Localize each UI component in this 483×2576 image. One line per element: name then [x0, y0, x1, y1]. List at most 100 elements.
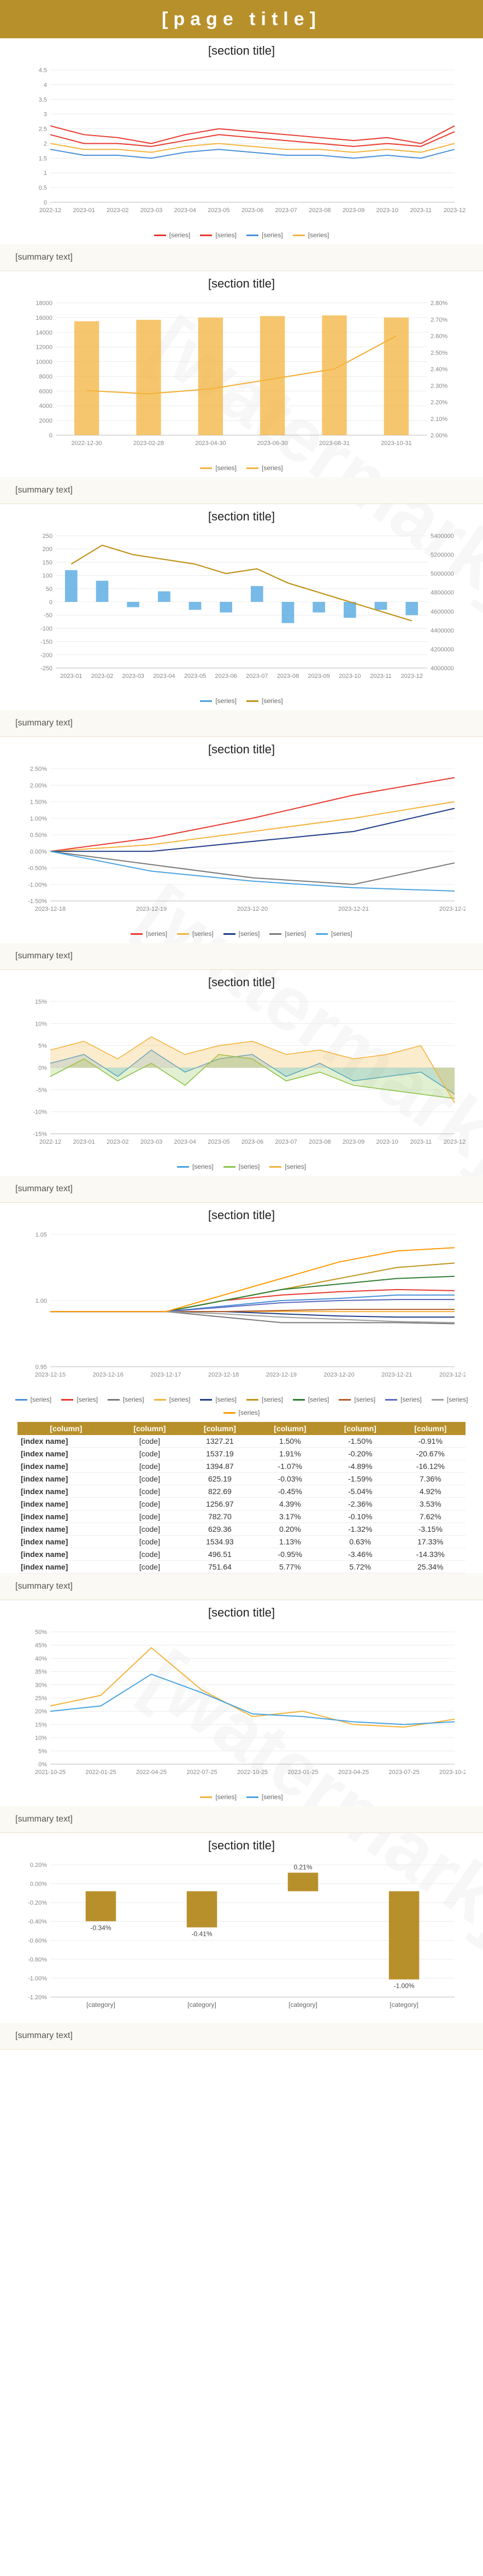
- legend-label: [series]: [285, 1163, 307, 1170]
- legend-item: [series]: [200, 231, 237, 239]
- x-tick-label: 2023-12-20: [237, 906, 268, 912]
- table-header-cell: [column]: [17, 1422, 115, 1435]
- table-row: [index name] [code] 782.70 3.17% -0.10% 7.62%: [17, 1510, 466, 1523]
- legend-item: [series]: [200, 1396, 237, 1403]
- y2-tick-label: 2.20%: [431, 400, 447, 406]
- legend-label: [series]: [238, 1409, 260, 1416]
- data-label: -0.41%: [191, 1930, 212, 1938]
- table-cell: -0.95%: [255, 1548, 326, 1561]
- series-line: [50, 1647, 455, 1728]
- table-cell: [index name]: [17, 1435, 115, 1448]
- table-cell: -1.07%: [255, 1460, 326, 1473]
- legend-label: [series]: [400, 1396, 422, 1403]
- y-tick-label: -50: [44, 612, 52, 619]
- table-cell: 25.34%: [395, 1560, 466, 1573]
- data-label: -1.00%: [393, 1982, 414, 1990]
- y-tick-label: 10%: [35, 1735, 47, 1742]
- legend-label: [series]: [76, 1396, 98, 1403]
- y-tick-label: 40%: [35, 1655, 47, 1662]
- x-tick-label: 2023-12-19: [266, 1372, 297, 1378]
- legend-label: [series]: [169, 1396, 191, 1403]
- strategies-note: [summary text]: [0, 2023, 483, 2049]
- table-cell: 1534.93: [185, 1535, 255, 1548]
- x-tick-label: 2023-12: [444, 1139, 466, 1145]
- table-row: [index name] [code] 629.36 0.20% -1.32% -3.15…: [17, 1523, 466, 1536]
- y-tick-label: 100: [43, 573, 52, 579]
- y-tick-label: 30%: [35, 1682, 47, 1689]
- legend-item: [series]: [385, 1396, 422, 1403]
- x-tick-label: 2023-05: [208, 1139, 229, 1145]
- x-tick-label: 2023-04-30: [195, 440, 226, 447]
- bar: [322, 315, 347, 435]
- series-line: [50, 1673, 455, 1725]
- table-cell: 7.62%: [395, 1510, 466, 1523]
- table-cell: -5.04%: [325, 1485, 396, 1498]
- table-cell: 5.72%: [325, 1560, 396, 1573]
- table-cell: 5.77%: [255, 1560, 326, 1573]
- series-area: [50, 1037, 455, 1103]
- commodity-table-header: [column] [column] [column] [column] [column]…: [17, 1422, 466, 1435]
- table-cell: 0.63%: [325, 1535, 396, 1548]
- legend-swatch: [339, 1398, 351, 1401]
- legend-swatch: [269, 933, 282, 935]
- x-tick-label: 2023-03: [122, 673, 144, 680]
- table-cell: 4.39%: [255, 1497, 326, 1511]
- table-cell: -3.15%: [395, 1523, 466, 1536]
- x-tick-label: 2023-03: [140, 207, 162, 214]
- x-tick-label: 2023-12-20: [323, 1372, 354, 1378]
- y-tick-label: -0.40%: [28, 1919, 47, 1925]
- section-dispersion: [section title] 0 0.5 1 1.5 2 2.5 3 3.5 4 4.5 2022…: [0, 38, 483, 271]
- series-line: [86, 335, 397, 395]
- legend-swatch: [223, 933, 235, 935]
- y2-tick-label: 2.60%: [431, 333, 447, 340]
- x-tick-label: 2023-09: [343, 207, 364, 214]
- table-cell: [code]: [114, 1535, 185, 1548]
- bar: [198, 317, 223, 435]
- y-tick-label: 2.50%: [30, 766, 47, 772]
- margin-note: [summary text]: [0, 477, 483, 504]
- x-tick-label: 2023-01-25: [287, 1769, 318, 1776]
- y2-tick-label: 2.50%: [431, 350, 447, 356]
- section-basis: [section title] -15% -10% -5% 0% 5% 10% 15% 202…: [0, 970, 483, 1203]
- table-cell: -1.32%: [325, 1523, 396, 1536]
- styles-chart: -1.50% -1.00% -0.50% 0.00% 0.50% 1.00% 1.50% 2.…: [28, 766, 470, 912]
- table-cell: [index name]: [17, 1523, 115, 1536]
- legend-label: [series]: [192, 1163, 214, 1170]
- bar: [344, 602, 356, 618]
- x-tick-label: 2023-12: [444, 207, 466, 214]
- series-line: [50, 149, 455, 159]
- y2-tick-label: 2.30%: [431, 383, 447, 389]
- table-cell: -0.45%: [255, 1485, 326, 1498]
- strategies-title: [section title]: [208, 1839, 275, 1852]
- legend-swatch: [246, 234, 258, 236]
- legend-label: [series]: [308, 1396, 329, 1403]
- commvol-chart: 0% 5% 10% 15% 20% 25% 30% 35% 40% 45% 50% 2021-10-2…: [35, 1629, 470, 1776]
- table-cell: [index name]: [17, 1485, 115, 1498]
- table-cell: [index name]: [17, 1447, 115, 1460]
- bar: [186, 1891, 217, 1928]
- table-cell: 1.50%: [255, 1435, 326, 1448]
- y-tick-label: 2000: [39, 418, 52, 424]
- y2-tick-label: 5200000: [431, 552, 454, 559]
- table-row: [index name] [code] 1394.87 -1.07% -4.89% -16…: [17, 1460, 466, 1473]
- table-cell: 0.20%: [255, 1523, 326, 1536]
- y-tick-label: -1.00%: [28, 882, 47, 888]
- table-cell: 496.51: [185, 1548, 255, 1561]
- legend-label: [series]: [169, 231, 191, 239]
- legend-label: [series]: [215, 1793, 237, 1801]
- table-cell: -0.91%: [395, 1435, 466, 1448]
- table-cell: -20.67%: [395, 1447, 466, 1460]
- legend-swatch: [431, 1398, 444, 1401]
- table-row: [index name] [code] 751.64 5.77% 5.72% 25.34%: [17, 1560, 466, 1573]
- commodity-table-wrap: [column] [column] [column] [column] [column]…: [17, 1422, 466, 1573]
- y-tick-label: -15%: [33, 1131, 47, 1138]
- y2-tick-label: 4400000: [431, 628, 454, 634]
- x-tick-label: 2023-12-18: [35, 906, 66, 912]
- y-tick-label: 4.5: [39, 67, 47, 74]
- table-row: [index name] [code] 1534.93 1.13% 0.63% 17.33…: [17, 1535, 466, 1548]
- x-tick-label: 2022-01-25: [85, 1769, 116, 1776]
- styles-title: [section title]: [208, 742, 275, 756]
- x-tick-label: 2023-02: [107, 207, 128, 214]
- table-cell: -0.03%: [255, 1472, 326, 1485]
- x-tick-label: 2023-06: [215, 673, 237, 680]
